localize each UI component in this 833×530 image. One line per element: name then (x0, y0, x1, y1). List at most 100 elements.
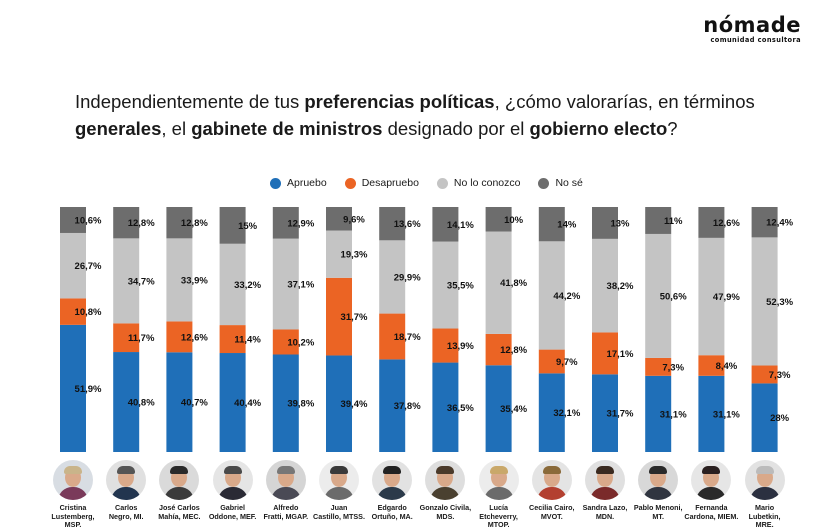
bar-segment-desapruebo (60, 298, 86, 325)
bar-segment-no-lo-conozco (379, 240, 406, 314)
data-label: 11,7% (128, 333, 155, 344)
data-label: 12,8% (181, 218, 208, 229)
bar-segment-no-lo-conozco (592, 238, 618, 333)
data-label: 40,8% (128, 398, 155, 409)
minister-portrait (585, 460, 625, 500)
bar-segment-apruebo (379, 359, 406, 452)
question-part-1: preferencias políticas (304, 91, 495, 112)
minister-portrait (691, 460, 732, 500)
data-label: 12,6% (181, 332, 208, 343)
bar-segment-no-lo-conozco (645, 233, 672, 358)
minister-name-line: Juan (330, 503, 348, 512)
minister-portrait (319, 460, 359, 500)
bar-segment-no-se (432, 207, 459, 242)
data-label: 11,4% (234, 335, 261, 346)
question-part-4: , el (161, 118, 192, 139)
chart-legend: Apruebo Desapruebo No lo conozco No sé (270, 177, 583, 189)
data-label: 31,7% (607, 409, 634, 420)
data-label: 9,7% (556, 357, 578, 368)
minister-name-line: Carlos (115, 503, 138, 512)
data-label: 31,1% (713, 409, 740, 420)
bar-segment-apruebo (219, 353, 246, 452)
minister-name: Juan Castillo, MTSS. (299, 503, 379, 521)
minister-name-line: MDS. (436, 511, 455, 521)
data-label: 40,7% (181, 398, 208, 409)
minister-name-line: MT. (652, 511, 664, 521)
minister-name: Lucía Etcheverry, MTOP. (459, 503, 539, 530)
data-label: 19,3% (341, 250, 368, 261)
data-label: 14,1% (447, 220, 474, 231)
data-label: 7,3% (662, 362, 684, 373)
data-label: 13% (610, 218, 630, 229)
minister-name-line: Castillo, MTSS. (313, 511, 365, 521)
question-part-0: Independientemente de tus (75, 91, 305, 112)
brand-tagline: comunidad consultora (710, 36, 801, 44)
bar-segment-no-lo-conozco (751, 237, 778, 366)
data-label: 31,1% (660, 409, 687, 420)
minister-name-line: MSP. (64, 520, 82, 529)
bar-segment-no-lo-conozco (166, 238, 193, 322)
minister-portrait (159, 460, 200, 500)
minister-name: Gonzalo Civila, MDS. (405, 503, 485, 521)
bar-segment-no-lo-conozco (698, 237, 725, 356)
stacked-bar-chart: 51,9% 10,8% 26,7% 10,6% 40,8% 11,7% 34,7% 12,8%… (60, 207, 794, 452)
question-part-5: gabinete de ministros (191, 118, 383, 139)
minister-name-line: Fratti, MGAP. (263, 511, 309, 521)
minister-portrait (478, 460, 519, 500)
data-label: 7,3% (769, 370, 791, 381)
data-label: 31,7% (341, 312, 368, 323)
bar-segment-apruebo (645, 375, 672, 452)
data-label: 40,4% (234, 398, 261, 409)
bar-segment-desapruebo (219, 325, 246, 354)
legend-item-1: Desapruebo (344, 177, 419, 189)
legend-swatch (344, 177, 356, 189)
data-label: 32,1% (553, 408, 580, 419)
data-label: 44,2% (553, 291, 580, 302)
minister-name: Mario Lubetkin, MRE. (725, 503, 805, 530)
minister-name-line: Sandra Lazo, (582, 503, 628, 512)
minister-name: Cecilia Cairo, MVOT. (512, 503, 592, 521)
bar-segment-desapruebo (326, 277, 352, 356)
bar-segment-no-lo-conozco (272, 238, 299, 330)
data-label: 11% (664, 216, 683, 227)
bar-segment-desapruebo (166, 321, 193, 353)
bar-segment-no-se (60, 207, 86, 233)
bar-segment-no-se (592, 207, 618, 239)
data-label: 9,6% (343, 214, 365, 225)
bar-segment-no-se (272, 207, 299, 239)
minister-name: Gabriel Oddone, MEF. (193, 503, 273, 521)
data-label: 10,2% (287, 337, 314, 348)
minister-portrait (53, 460, 93, 500)
data-label: 28% (770, 413, 790, 424)
minister-name-line: MRE. (755, 520, 774, 529)
data-label: 12,8% (128, 218, 155, 229)
question-part-7: gobierno electo (529, 118, 668, 139)
minister-name: Carlos Negro, MI. (86, 503, 166, 521)
legend-item-2: No lo conozco (436, 177, 520, 189)
data-label: 51,9% (75, 384, 102, 395)
bar-segment-no-lo-conozco (485, 231, 512, 334)
question-part-8: ? (667, 118, 678, 139)
data-label: 35,5% (447, 281, 474, 292)
bar-segment-apruebo (538, 373, 565, 452)
minister-name-line: MDN. (595, 511, 615, 521)
question-part-2: , ¿cómo valorarías, en términos (494, 91, 755, 112)
bar-segment-apruebo (751, 383, 778, 452)
minister-portrait (265, 460, 306, 500)
bar-segment-no-lo-conozco (538, 241, 565, 350)
minister-portrait (372, 460, 413, 500)
minister-name-line: Mahía, MEC. (158, 511, 201, 521)
legend-item-3: No sé (538, 177, 583, 189)
bar-segment-no-lo-conozco (326, 230, 352, 278)
bar-segment-desapruebo (698, 355, 725, 376)
legend-label: No sé (555, 177, 583, 189)
minister-name-line: Lubetkin, (748, 511, 781, 521)
bar-segment-no-se (166, 207, 193, 239)
brand-logo: nómade comunidad consultora (703, 14, 801, 44)
legend-swatch (436, 177, 448, 189)
bar-segment-no-se (751, 207, 778, 238)
bar-segment-no-se (538, 207, 565, 242)
minister-name-line: Mario (755, 503, 775, 512)
data-label: 26,7% (75, 261, 102, 272)
minister-name-line: Gabriel (220, 503, 245, 512)
